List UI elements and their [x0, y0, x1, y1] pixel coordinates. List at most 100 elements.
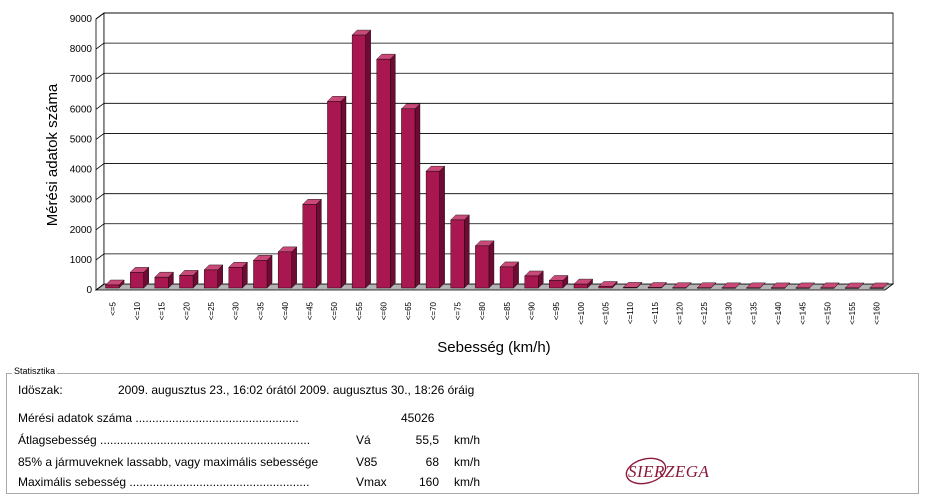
- x-tick-label: <=45: [306, 301, 315, 320]
- bar-front: [425, 170, 440, 289]
- bar: [622, 281, 643, 289]
- bar: [795, 282, 815, 289]
- bar-front: [253, 260, 268, 289]
- stat-unit: km/h: [454, 475, 481, 489]
- y-tick-label: 2000: [70, 225, 93, 236]
- x-tick-label: <=30: [232, 301, 241, 320]
- bar: [105, 279, 125, 289]
- gridline-depth: [95, 223, 105, 231]
- bar: [696, 282, 717, 289]
- bar-front: [130, 272, 144, 289]
- bar-front: [697, 287, 712, 289]
- histogram-chart: 0 1000 2000 3000 4000 5000 6000 7000 8000 9000 <=…: [44, 12, 895, 356]
- x-tick-label: <=25: [207, 301, 216, 320]
- bar-side: [390, 53, 396, 289]
- x-tick-label: <=135: [749, 301, 758, 324]
- bar-front: [203, 269, 218, 289]
- stat-symbol: Vá: [356, 433, 371, 447]
- bar: [573, 278, 594, 289]
- gridline-depth: [95, 133, 105, 140]
- bar-front: [475, 245, 490, 289]
- x-tick-label: <=155: [848, 301, 857, 324]
- x-tick-label: <=90: [527, 301, 536, 320]
- bar-side: [266, 254, 273, 289]
- x-tick-labels: <=5 <=10 <=15 <=20 <=25 <=30 <=35 <=40 <=45 <=50 <…: [108, 301, 881, 324]
- bar-front: [105, 284, 120, 289]
- x-tick-label: <=65: [404, 301, 413, 320]
- bar-front: [154, 276, 169, 289]
- logo-text: SIERZEGA: [628, 462, 710, 481]
- bar-front: [327, 101, 342, 289]
- x-tick-label: <=70: [429, 301, 438, 320]
- bar-front: [376, 58, 391, 289]
- gridline-depth: [95, 163, 105, 170]
- bar: [672, 282, 692, 289]
- plot-area: [103, 12, 894, 285]
- x-tick-label: <=55: [355, 301, 364, 320]
- bar-front: [179, 275, 194, 289]
- bar-front: [795, 287, 810, 289]
- bar-front: [573, 283, 588, 289]
- bar: [770, 282, 791, 289]
- bar-front: [721, 287, 736, 289]
- bar: [179, 269, 199, 289]
- bar: [869, 282, 889, 289]
- period-label: Idöszak:: [18, 383, 63, 397]
- stat-value: 160: [418, 475, 439, 489]
- bar-front: [549, 280, 564, 289]
- bar-front: [401, 108, 416, 289]
- bar: [820, 282, 840, 289]
- stat-symbol: V85: [356, 455, 378, 469]
- y-tick-label: 6000: [70, 104, 93, 115]
- period-value: 2009. augusztus 23., 16:02 órától 2009. …: [118, 383, 475, 397]
- x-tick-label: <=115: [651, 301, 660, 324]
- y-tick-label: 7000: [70, 74, 93, 85]
- bar: [746, 282, 766, 289]
- y-tick-label: 9000: [70, 14, 93, 25]
- gridline-depth: [95, 283, 105, 291]
- bar-front: [598, 286, 613, 289]
- x-tick-label: <=120: [675, 301, 684, 324]
- bar-front: [524, 275, 539, 289]
- bar: [647, 282, 668, 289]
- bar: [129, 266, 150, 289]
- grid: [94, 12, 895, 291]
- stat-value: 45026: [401, 411, 435, 425]
- x-tick-label: <=75: [454, 301, 463, 320]
- gridline-depth: [95, 72, 105, 80]
- bar-side: [291, 246, 297, 289]
- bar: [548, 274, 569, 289]
- y-tick-labels: 0 1000 2000 3000 4000 5000 6000 7000 8000 9000: [70, 14, 93, 296]
- y-tick-label: 8000: [70, 44, 93, 55]
- y-tick-label: 5000: [70, 134, 93, 145]
- bar-side: [365, 29, 371, 289]
- x-tick-label: <=40: [281, 301, 290, 320]
- bar-side: [439, 165, 445, 289]
- bar-front: [820, 287, 835, 289]
- bar-side: [316, 198, 322, 289]
- bar-front: [277, 251, 292, 289]
- bar: [154, 271, 174, 289]
- x-tick-label: <=140: [774, 301, 783, 324]
- bar-front: [672, 287, 687, 289]
- stat-value: 68: [425, 455, 439, 469]
- x-tick-label: <=60: [380, 301, 389, 320]
- x-tick-label: <=150: [823, 301, 832, 324]
- bar: [326, 95, 347, 289]
- x-tick-label: <=95: [552, 301, 561, 320]
- y-tick-label: 1000: [70, 255, 93, 266]
- bar-front: [869, 287, 884, 289]
- stat-symbol: Vmax: [356, 475, 387, 489]
- x-tick-label: <=125: [700, 301, 709, 324]
- x-tick-label: <=20: [182, 301, 191, 320]
- bar-front: [499, 266, 514, 289]
- bar-side: [340, 95, 347, 289]
- bar: [474, 240, 495, 289]
- x-tick-label: <=15: [158, 301, 167, 320]
- x-axis-label: Sebesség (km/h): [437, 339, 550, 356]
- x-tick-label: <=35: [256, 301, 265, 320]
- bar-front: [351, 34, 366, 289]
- y-tick-label: 0: [86, 285, 92, 296]
- sierzega-logo: SIERZEGA: [625, 457, 710, 485]
- x-tick-label: <=85: [503, 301, 512, 320]
